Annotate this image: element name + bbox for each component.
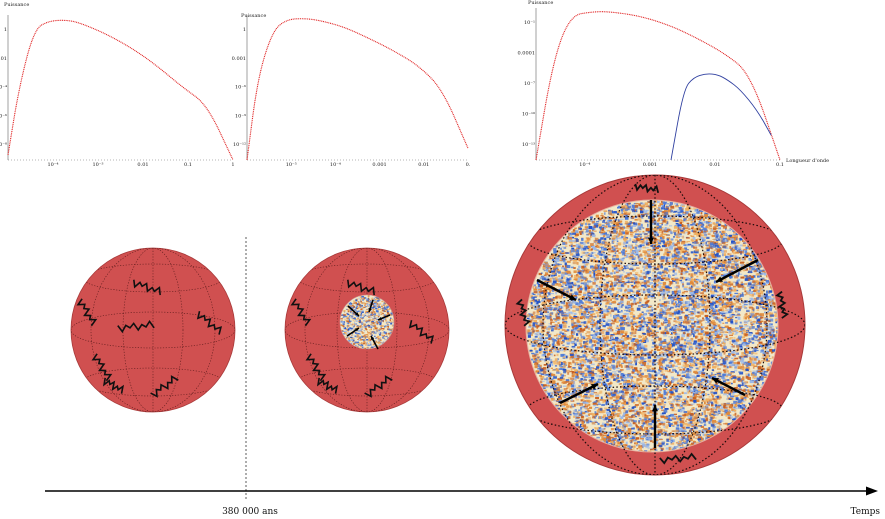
- arrow-head: [647, 237, 655, 244]
- observable-universe-sphere: [504, 174, 806, 476]
- y-tick-label: 1: [4, 27, 7, 33]
- arrow-head: [355, 312, 359, 316]
- acoustic-wave: [102, 377, 125, 394]
- arrow-head: [569, 294, 576, 300]
- inward-arrow: [715, 258, 759, 284]
- series-line-0: [7, 19, 234, 161]
- arrow-head: [355, 328, 359, 332]
- x-tick-label: 0.001: [372, 162, 386, 168]
- series-line-0: [246, 18, 469, 161]
- recombination-sphere: [284, 247, 450, 413]
- x-tick-label: 0.01: [137, 162, 148, 168]
- y-axis-label: Puissance: [241, 13, 266, 19]
- arrow-head: [716, 276, 723, 282]
- x-tick-label: 1: [231, 162, 234, 168]
- acoustic-wave: [150, 375, 179, 398]
- y-tick-label: 10⁻⁶: [235, 85, 246, 91]
- time-axis: 380 000 ans Temps: [45, 486, 880, 517]
- acoustic-wave: [659, 452, 697, 465]
- arrow-head: [378, 317, 382, 321]
- inward-arrow: [559, 382, 599, 405]
- x-axis-label: Longueur d'onde: [786, 158, 829, 164]
- x-tick-label: 0.01: [418, 162, 429, 168]
- power-spectrum-plot-3: Puissance Longueur d'onde 10⁻⁴ 0.001 0.01 0.1…: [518, 0, 830, 168]
- y-tick-label: 0.01: [0, 56, 7, 62]
- inward-arrows-large: [536, 200, 759, 448]
- acoustic-waves-group-3: [515, 183, 790, 465]
- y-tick-label: 10⁻¹: [524, 20, 535, 26]
- y-tick-label: 10⁻¹⁰: [522, 112, 535, 118]
- early-universe-sphere: [70, 247, 236, 413]
- arrow-head: [591, 384, 598, 390]
- y-axis-label: Puissance: [4, 2, 29, 8]
- acoustic-waves-group-1: [76, 279, 223, 398]
- acoustic-wave: [196, 310, 223, 335]
- acoustic-wave: [775, 290, 790, 319]
- x-tick-label: 0.1: [184, 162, 192, 168]
- acoustic-wave: [305, 353, 327, 382]
- x-tick-label: 10⁻³: [92, 162, 103, 168]
- y-tick-label: 10⁻⁷: [524, 81, 535, 87]
- arrow-head: [712, 378, 719, 384]
- y-tick-label: 10⁻⁶: [0, 113, 7, 119]
- acoustic-wave: [364, 375, 393, 398]
- acoustic-wave: [91, 353, 113, 382]
- acoustic-wave: [133, 279, 161, 296]
- x-tick-label: 10⁻⁴: [47, 162, 58, 168]
- y-tick-label: 10⁻⁴: [0, 85, 7, 91]
- x-tick-label: 10⁻⁵: [286, 162, 297, 168]
- timeline-axis-label: Temps: [850, 507, 880, 517]
- y-axis-label: Puissance: [528, 0, 553, 6]
- y-tick-label: 0.001: [232, 56, 246, 62]
- x-tick-label: 0.: [466, 162, 471, 168]
- arrow-head: [651, 405, 659, 412]
- y-tick-label: 10⁻⁸: [0, 142, 7, 148]
- series-line-1: [670, 73, 772, 161]
- y-tick-label: 10⁻⁹: [235, 113, 246, 119]
- x-tick-label: 0.01: [709, 162, 720, 168]
- inward-arrows-small: [346, 299, 391, 350]
- acoustic-wave: [634, 183, 660, 194]
- timeline-marker-label: 380 000 ans: [222, 507, 278, 517]
- y-tick-label: 1: [243, 27, 246, 33]
- acoustic-wave: [515, 298, 531, 327]
- power-spectrum-plot-1: Puissance 10⁻⁴ 10⁻³ 0.01 0.1 1 1 0.01 10⁻⁴ 10⁻⁶ 10…: [0, 2, 235, 168]
- acoustic-wave: [76, 298, 98, 327]
- arrow-head: [371, 336, 375, 340]
- arrow-head: [368, 308, 372, 312]
- y-tick-label: 10⁻¹³: [522, 142, 535, 148]
- acoustic-wave: [117, 319, 155, 334]
- x-tick-label: 10⁻⁴: [579, 162, 590, 168]
- acoustic-wave: [316, 377, 339, 394]
- y-tick-label: 0.0001: [518, 51, 536, 57]
- acoustic-waves-group-2: [290, 279, 435, 398]
- x-tick-label: 10⁻⁴: [330, 162, 341, 168]
- x-tick-label: 0.001: [643, 162, 657, 168]
- x-tick-label: 0.1: [776, 162, 784, 168]
- acoustic-wave: [290, 298, 312, 327]
- acoustic-wave: [408, 319, 435, 344]
- power-spectrum-plot-2: Puissance 10⁻⁵ 10⁻⁴ 0.001 0.01 0. 1 0.001 10⁻⁶ 10…: [232, 13, 471, 168]
- y-tick-label: 10⁻¹²: [233, 142, 246, 148]
- inward-arrow: [536, 278, 577, 302]
- acoustic-wave: [347, 279, 375, 296]
- series-line-0: [535, 11, 781, 161]
